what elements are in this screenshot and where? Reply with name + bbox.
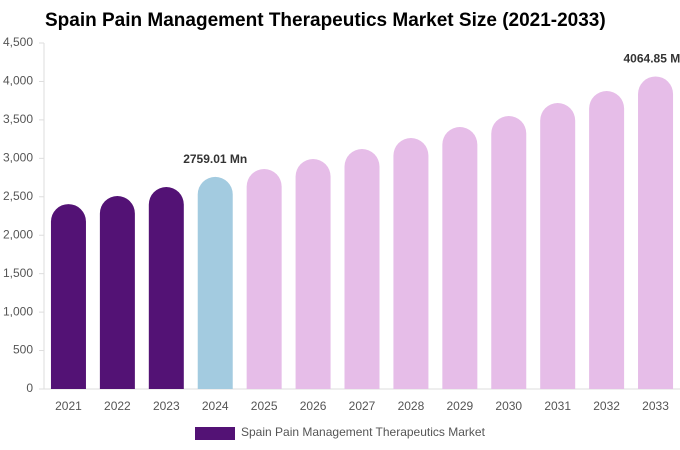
x-tick-label: 2024: [202, 399, 229, 413]
bar: [442, 127, 478, 390]
bar: [50, 204, 86, 389]
x-tick-label: 2027: [349, 399, 376, 413]
y-tick-label: 2,500: [3, 189, 33, 203]
legend-swatch: [195, 427, 235, 440]
x-tick-label: 2022: [104, 399, 131, 413]
y-tick-label: 2,000: [3, 227, 33, 241]
y-tick-label: 1,500: [3, 266, 33, 280]
bar: [540, 103, 576, 389]
bar: [589, 91, 625, 390]
y-tick-label: 4,500: [3, 35, 33, 49]
value-label: 4064.85 Mn: [624, 52, 680, 66]
legend-label: Spain Pain Management Therapeutics Marke…: [241, 425, 486, 439]
y-tick-label: 0: [26, 381, 33, 395]
bar: [246, 169, 282, 389]
x-tick-label: 2025: [251, 399, 278, 413]
x-tick-label: 2033: [642, 399, 669, 413]
chart-title: Spain Pain Management Therapeutics Marke…: [45, 10, 606, 31]
y-tick-label: 4,000: [3, 74, 33, 88]
x-tick-label: 2026: [300, 399, 327, 413]
x-tick-label: 2029: [446, 399, 473, 413]
x-tick-label: 2028: [398, 399, 425, 413]
y-tick-label: 3,500: [3, 112, 33, 126]
bar: [638, 76, 674, 390]
x-tick-label: 2021: [55, 399, 82, 413]
bar: [148, 187, 184, 389]
x-tick-label: 2023: [153, 399, 180, 413]
bar: [491, 116, 527, 389]
x-tick-label: 2031: [544, 399, 571, 413]
bar: [197, 176, 233, 389]
y-tick-label: 3,000: [3, 151, 33, 165]
x-tick-label: 2030: [495, 399, 522, 413]
y-tick-label: 500: [13, 343, 33, 357]
bar: [99, 196, 135, 389]
bar: [344, 149, 380, 389]
x-tick-label: 2032: [593, 399, 620, 413]
bar: [393, 138, 429, 389]
y-tick-label: 1,000: [3, 304, 33, 318]
bar: [295, 159, 331, 389]
value-label: 2759.01 Mn: [183, 152, 247, 166]
